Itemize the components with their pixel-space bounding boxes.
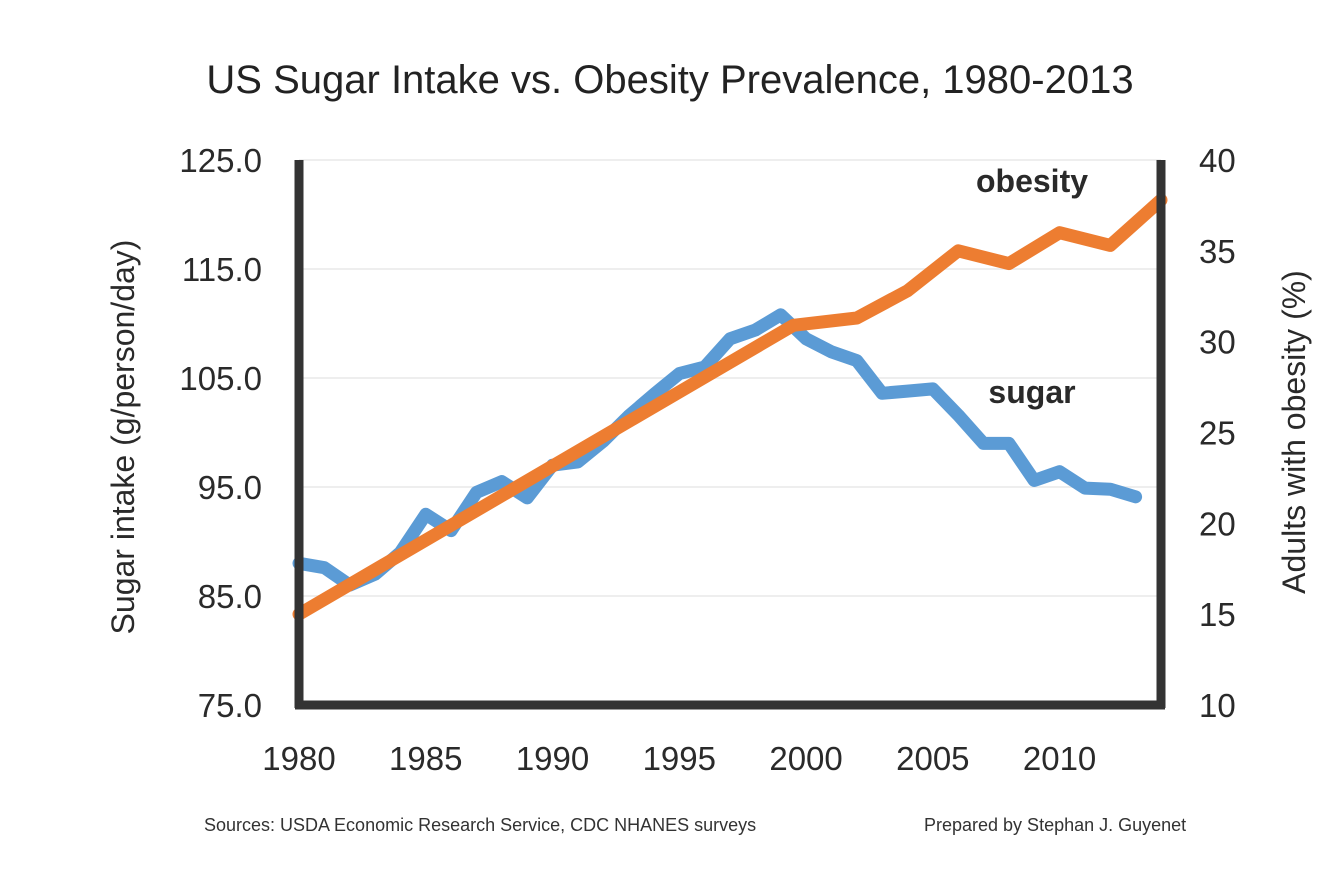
- x-tick-label: 1985: [389, 740, 462, 777]
- x-tick-label: 1990: [516, 740, 589, 777]
- axes: [294, 160, 1166, 710]
- source-note: Sources: USDA Economic Research Service,…: [204, 815, 757, 835]
- author-note: Prepared by Stephan J. Guyenet: [924, 815, 1187, 835]
- x-tick-label: 1995: [643, 740, 716, 777]
- x-tick-label: 1980: [262, 740, 335, 777]
- y2-tick-label: 15: [1199, 596, 1236, 633]
- y2-tick-label: 40: [1199, 142, 1236, 179]
- x-tick-label: 2010: [1023, 740, 1096, 777]
- y-tick-label: 95.0: [198, 469, 262, 506]
- series-line-obesity: [292, 193, 1168, 621]
- series-label-obesity: obesity: [976, 163, 1088, 199]
- y-axis-label: Sugar intake (g/person/day): [105, 240, 141, 635]
- y2-tick-label: 10: [1199, 687, 1236, 724]
- tick-labels: 125.0 115.0 105.0 95.0 85.0 75.0 40 35 30 25 20 15 1…: [179, 142, 1235, 777]
- grid-lines: [299, 159, 1161, 597]
- series-label-sugar: sugar: [988, 374, 1075, 410]
- y-tick-label: 125.0: [179, 142, 262, 179]
- series-lines: [292, 193, 1168, 621]
- chart-title: US Sugar Intake vs. Obesity Prevalence, …: [206, 58, 1134, 102]
- y-tick-label: 75.0: [198, 687, 262, 724]
- x-tick-label: 2000: [769, 740, 842, 777]
- y2-axis-label: Adults with obesity (%): [1276, 270, 1312, 594]
- y2-tick-label: 35: [1199, 233, 1236, 270]
- series-line-sugar: [292, 308, 1143, 592]
- y-tick-label: 85.0: [198, 578, 262, 615]
- y2-tick-label: 30: [1199, 324, 1236, 361]
- y2-tick-label: 20: [1199, 505, 1236, 542]
- y2-tick-label: 25: [1199, 415, 1236, 452]
- y-tick-label: 115.0: [182, 251, 262, 288]
- x-tick-label: 2005: [896, 740, 969, 777]
- y-tick-label: 105.0: [179, 360, 262, 397]
